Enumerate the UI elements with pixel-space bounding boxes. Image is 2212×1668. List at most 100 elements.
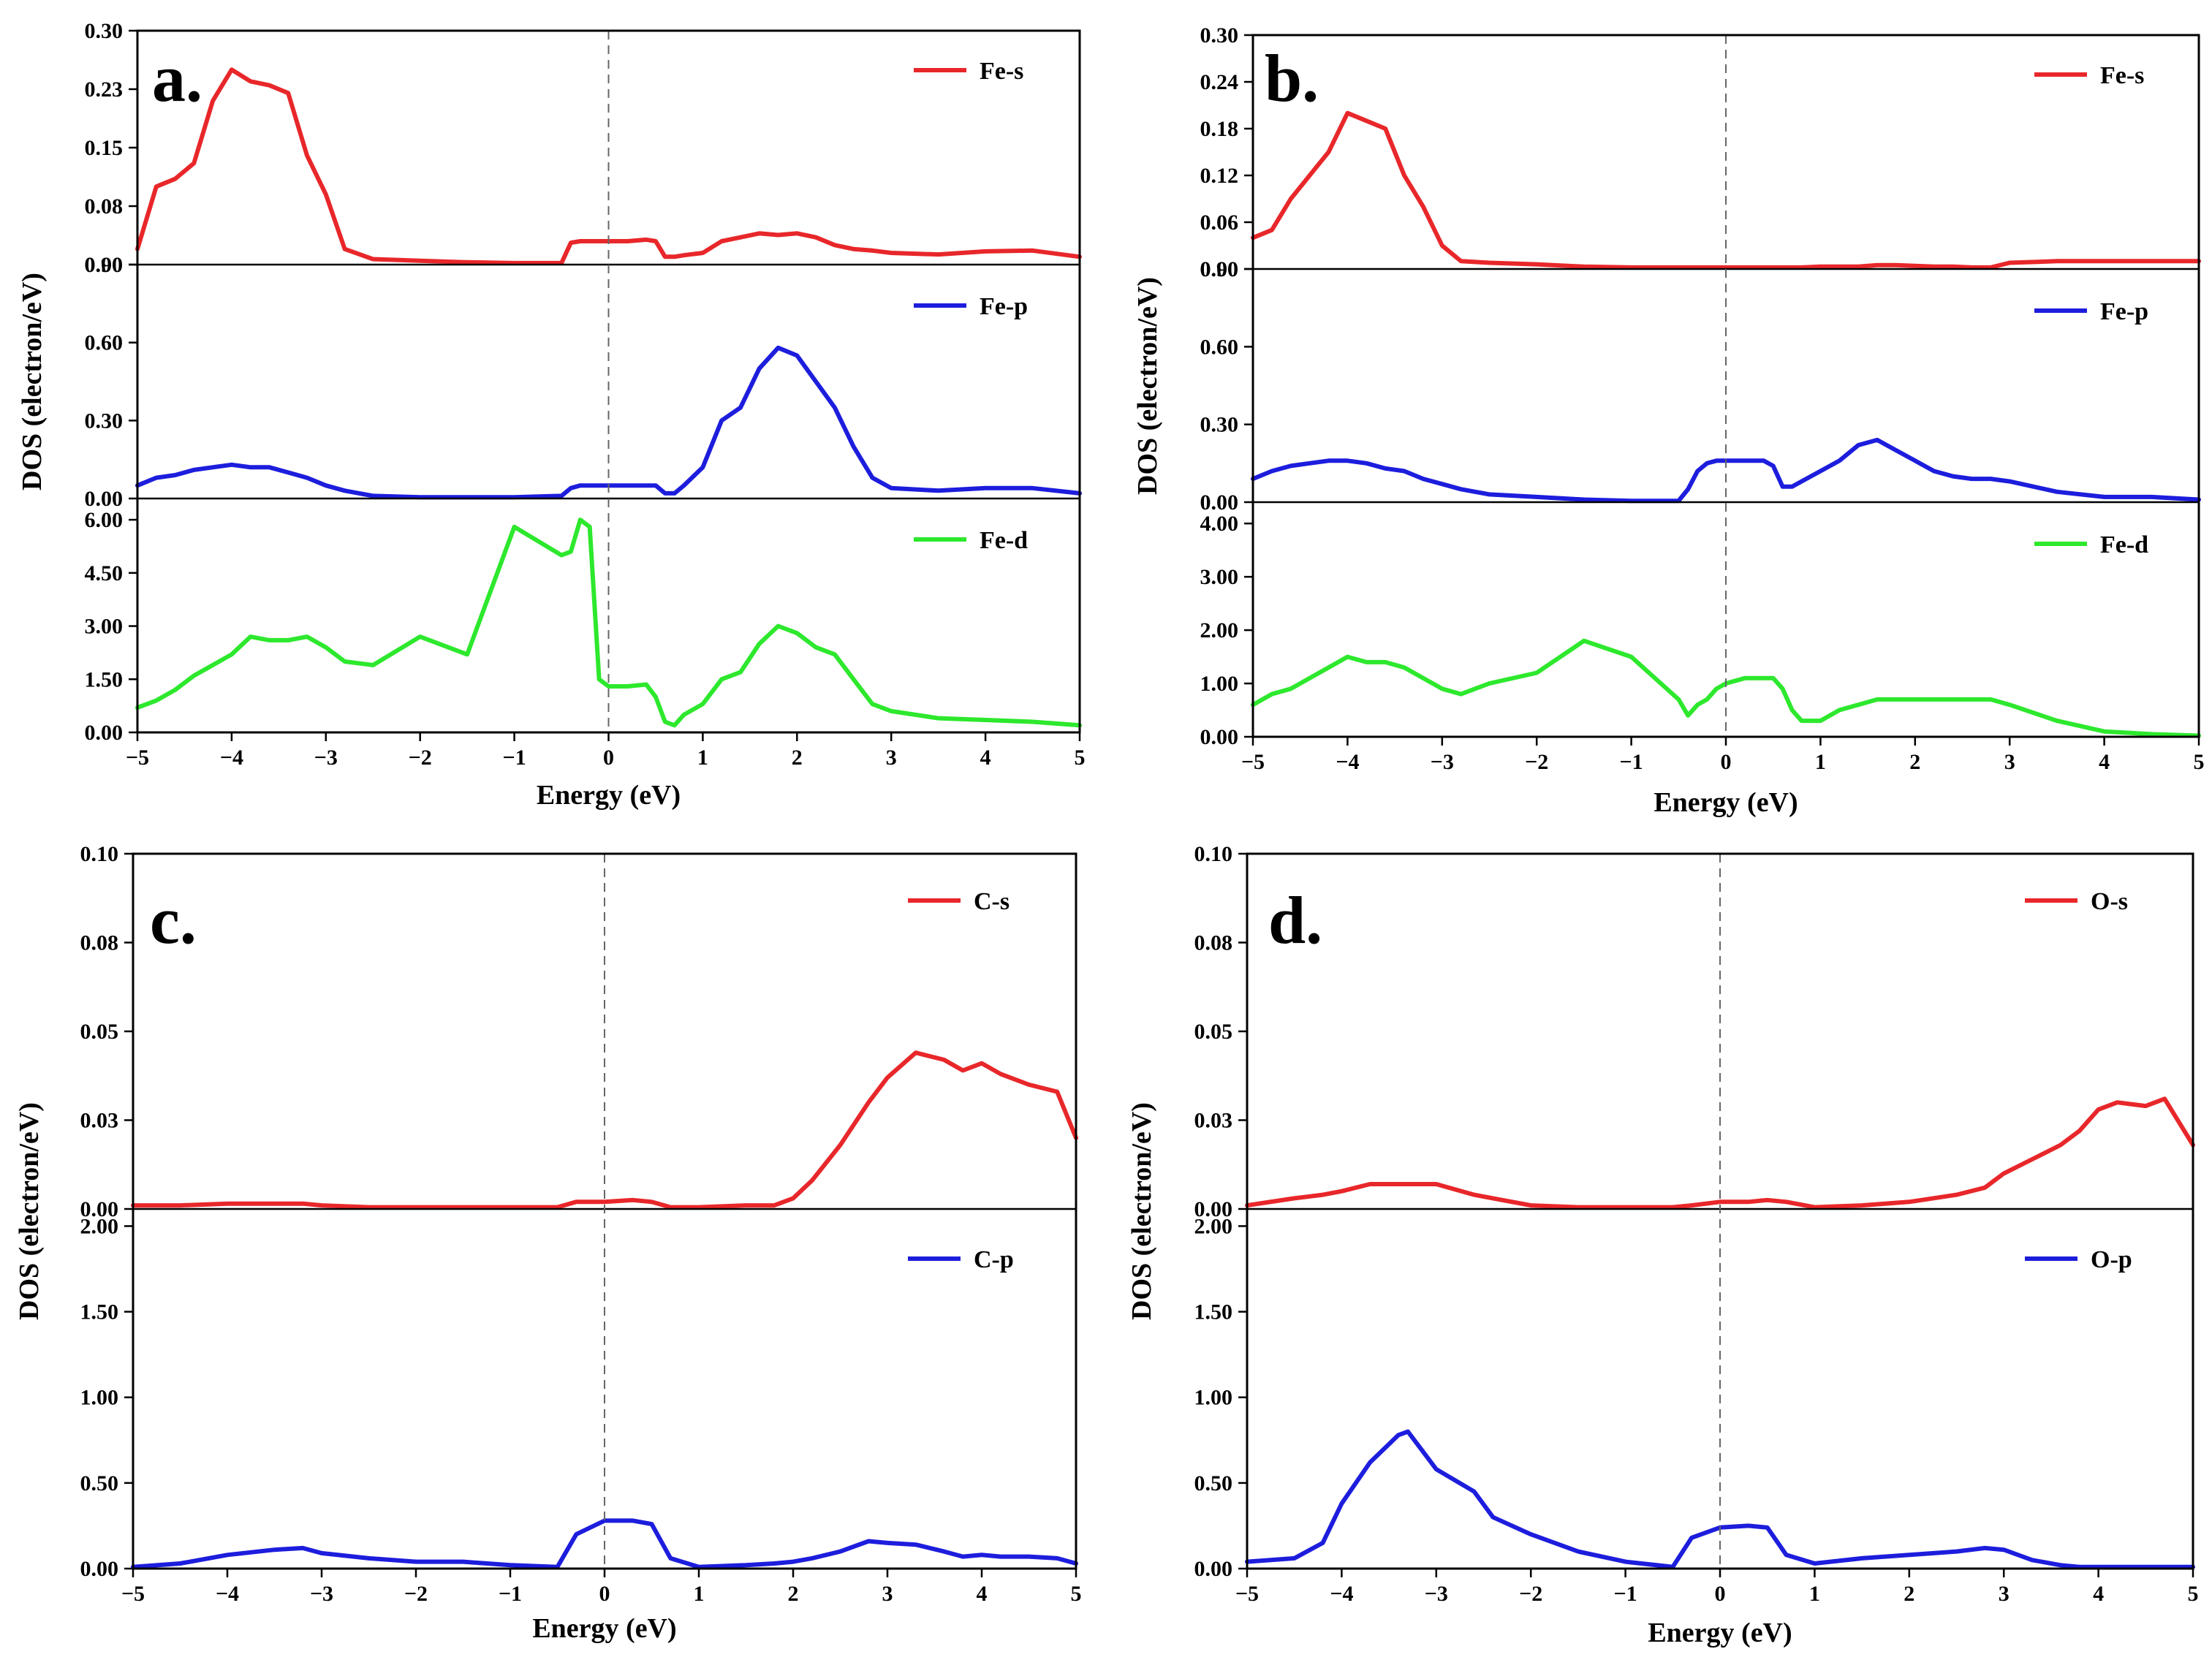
y-tick-label: 2.00 bbox=[1200, 618, 1239, 642]
x-tick-label: −5 bbox=[121, 1582, 145, 1606]
y-tick-label: 0.08 bbox=[80, 931, 119, 955]
panel-4: 0.00 0.03 0.05 0.08 0.10 O-s 0.00 0.50 1.00 1.50 2… bbox=[1126, 842, 2199, 1648]
panel-3: 0.00 0.03 0.05 0.08 0.10 C-s 0.00 0.50 1.00 1.50 2… bbox=[14, 842, 1082, 1644]
x-tick-label: 5 bbox=[1071, 1582, 1082, 1606]
panel-letter: a. bbox=[152, 41, 202, 115]
y-axis-title: DOS (electron/eV) bbox=[1132, 277, 1163, 495]
series-line-c-p bbox=[131, 1518, 1078, 1569]
y-tick-label: 0.12 bbox=[1200, 164, 1239, 188]
x-tick-label: −2 bbox=[404, 1582, 428, 1606]
series-line-fe-s bbox=[1251, 110, 2201, 270]
panel-2: 0.00 0.06 0.12 0.18 0.24 0.30 Fe-s 0.00 0.30 0.60… bbox=[1132, 23, 2205, 818]
y-tick-label: 0.24 bbox=[1200, 70, 1239, 94]
x-tick-label: 0 bbox=[603, 746, 614, 770]
y-tick-label: 1.00 bbox=[1200, 672, 1239, 696]
y-axis-title: DOS (electron/eV) bbox=[17, 273, 48, 490]
x-tick-label: −4 bbox=[216, 1582, 239, 1606]
x-tick-label: −3 bbox=[310, 1582, 333, 1606]
y-tick-label: 0.50 bbox=[1194, 1471, 1233, 1495]
x-tick-label: 5 bbox=[2188, 1582, 2199, 1606]
x-tick-label: 3 bbox=[2004, 750, 2015, 774]
x-tick-label: 5 bbox=[2194, 750, 2205, 774]
x-tick-label: 5 bbox=[1075, 746, 1086, 770]
y-tick-label: 0.10 bbox=[1194, 842, 1233, 866]
x-tick-label: 2 bbox=[1909, 750, 1920, 774]
x-tick-label: 2 bbox=[788, 1582, 799, 1606]
y-axis-title: DOS (electron/eV) bbox=[14, 1102, 45, 1320]
x-tick-label: −5 bbox=[1235, 1582, 1259, 1606]
x-tick-label: 3 bbox=[886, 746, 897, 770]
x-axis-title: Energy (eV) bbox=[532, 1613, 676, 1644]
y-tick-label: 0.08 bbox=[1194, 931, 1233, 955]
series-line-fe-d bbox=[135, 518, 1082, 728]
y-tick-label: 1.50 bbox=[1194, 1300, 1233, 1324]
y-tick-label: 0.50 bbox=[80, 1471, 119, 1495]
x-tick-label: 3 bbox=[1999, 1582, 2010, 1606]
y-tick-label: 0.03 bbox=[1194, 1109, 1233, 1133]
x-tick-label: −3 bbox=[1425, 1582, 1448, 1606]
panel-letter: c. bbox=[150, 883, 197, 958]
y-tick-label: 0.18 bbox=[1200, 117, 1239, 141]
x-tick-label: 4 bbox=[980, 746, 991, 770]
y-tick-label: 0.30 bbox=[85, 409, 124, 433]
y-tick-label: 0.60 bbox=[1200, 335, 1239, 359]
y-tick-label: 3.00 bbox=[1200, 565, 1239, 589]
y-tick-label: 0.05 bbox=[80, 1020, 119, 1044]
x-tick-label: −2 bbox=[409, 746, 432, 770]
x-axis-title: Energy (eV) bbox=[537, 780, 681, 811]
legend-label: Fe-d bbox=[2100, 531, 2148, 558]
legend-label: Fe-d bbox=[980, 527, 1028, 554]
x-tick-label: −1 bbox=[503, 746, 526, 770]
x-tick-label: 1 bbox=[694, 1582, 705, 1606]
x-axis-title: Energy (eV) bbox=[1654, 787, 1798, 818]
legend-label: Fe-s bbox=[980, 58, 1023, 85]
x-tick-label: −3 bbox=[314, 746, 338, 770]
x-tick-label: 1 bbox=[1815, 750, 1826, 774]
y-tick-label: 0.03 bbox=[80, 1109, 119, 1133]
x-tick-label: 1 bbox=[1809, 1582, 1820, 1606]
y-tick-label: 0.00 bbox=[1200, 490, 1239, 515]
y-axis-title: DOS (electron/eV) bbox=[1126, 1102, 1157, 1320]
y-tick-label: 6.00 bbox=[85, 508, 124, 532]
x-tick-label: 1 bbox=[697, 746, 708, 770]
y-tick-label: 0.00 bbox=[80, 1557, 119, 1581]
x-tick-label: 2 bbox=[792, 746, 803, 770]
y-tick-label: 0.06 bbox=[1200, 211, 1239, 235]
x-tick-label: 4 bbox=[2093, 1582, 2104, 1606]
x-tick-label: 4 bbox=[2099, 750, 2110, 774]
y-tick-label: 0.90 bbox=[85, 253, 124, 277]
x-tick-label: −4 bbox=[220, 746, 243, 770]
y-tick-label: 0.30 bbox=[1200, 413, 1239, 437]
subplot-o-p: 0.00 0.50 1.00 1.50 2.00 O-p bbox=[1194, 1208, 2195, 1581]
x-tick-label: −4 bbox=[1336, 750, 1359, 774]
panels-layer: 0.00 0.08 0.15 0.23 0.30 Fe-s 0.00 0.30 0.60 0.90… bbox=[14, 19, 2205, 1648]
y-tick-label: 0.30 bbox=[1200, 23, 1239, 48]
y-tick-label: 4.50 bbox=[85, 561, 124, 585]
legend-label: Fe-p bbox=[2100, 298, 2148, 325]
legend-label: Fe-s bbox=[2100, 62, 2144, 89]
y-tick-label: 1.50 bbox=[85, 667, 124, 691]
series-line-c-s bbox=[131, 1050, 1078, 1210]
y-tick-label: 0.00 bbox=[1194, 1557, 1233, 1581]
x-tick-label: −2 bbox=[1519, 1582, 1542, 1606]
y-tick-label: 0.60 bbox=[85, 331, 124, 355]
x-tick-label: 0 bbox=[1715, 1582, 1726, 1606]
y-tick-label: 1.00 bbox=[80, 1386, 119, 1410]
x-tick-label: −2 bbox=[1525, 750, 1548, 774]
y-tick-label: 0.00 bbox=[1200, 257, 1239, 281]
legend-label: O-p bbox=[2091, 1246, 2132, 1273]
x-axis-title: Energy (eV) bbox=[1648, 1618, 1792, 1648]
x-tick-label: −1 bbox=[499, 1582, 522, 1606]
x-tick-label: −3 bbox=[1431, 750, 1454, 774]
y-tick-label: 0.08 bbox=[85, 194, 124, 219]
x-tick-label: −5 bbox=[1241, 750, 1265, 774]
y-tick-label: 0.00 bbox=[1194, 1197, 1233, 1221]
y-tick-label: 0.00 bbox=[85, 721, 124, 745]
series-line-o-p bbox=[1245, 1429, 2195, 1569]
y-tick-label: 0.00 bbox=[80, 1197, 119, 1221]
y-tick-label: 0.00 bbox=[85, 253, 124, 277]
y-tick-label: 1.50 bbox=[80, 1300, 119, 1324]
panel-letter: d. bbox=[1268, 883, 1322, 958]
